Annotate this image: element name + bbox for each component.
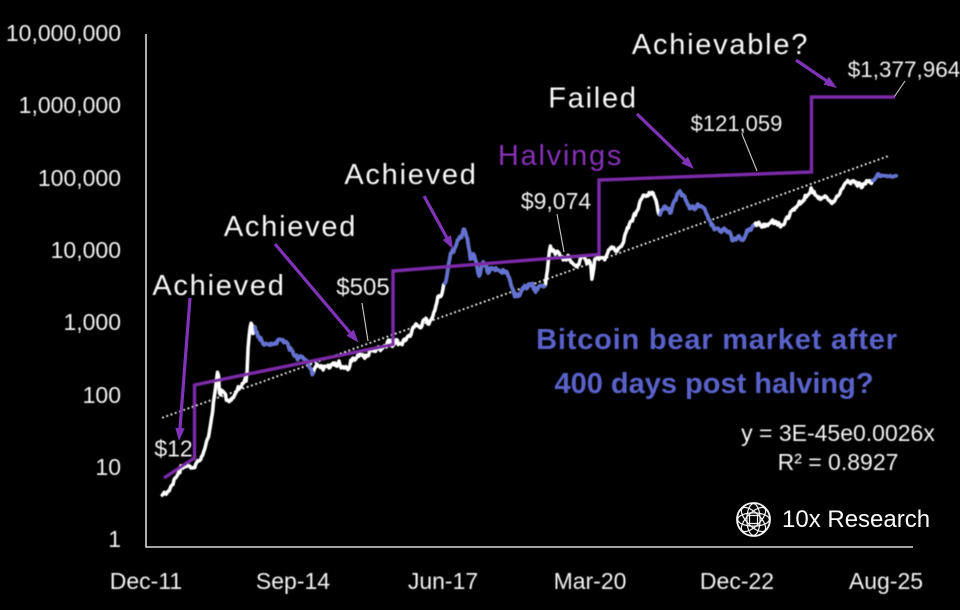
svg-text:Dec-11: Dec-11 [110,568,182,594]
svg-text:Dec-22: Dec-22 [700,568,774,594]
svg-text:10,000: 10,000 [51,237,121,263]
svg-text:Sep-14: Sep-14 [256,568,330,594]
svg-text:Achieved: Achieved [152,270,285,302]
svg-text:Halvings: Halvings [498,140,623,172]
svg-text:400 days post halving?: 400 days post halving? [554,368,873,400]
svg-text:$1,377,964: $1,377,964 [848,57,960,82]
svg-text:10: 10 [95,454,121,480]
svg-text:Achieved: Achieved [224,211,357,243]
svg-text:Bitcoin bear market after: Bitcoin bear market after [536,324,898,356]
svg-text:$505: $505 [336,274,389,301]
svg-text:$121,059: $121,059 [691,111,783,136]
svg-text:10,000,000: 10,000,000 [6,20,121,46]
svg-text:Mar-20: Mar-20 [554,568,627,594]
svg-text:Achieved: Achieved [344,159,477,191]
svg-text:y = 3E-45e0.0026x: y = 3E-45e0.0026x [741,420,935,446]
svg-text:$12: $12 [154,436,192,462]
svg-text:100,000: 100,000 [38,165,121,191]
svg-text:100: 100 [83,382,121,408]
svg-text:1,000: 1,000 [63,309,121,335]
svg-text:Aug-25: Aug-25 [849,568,923,594]
svg-text:1: 1 [108,526,121,552]
svg-text:R² = 0.8927: R² = 0.8927 [778,449,899,475]
svg-text:$9,074: $9,074 [521,188,592,214]
svg-text:1,000,000: 1,000,000 [19,92,121,118]
svg-text:10x Research: 10x Research [782,506,930,533]
svg-text:Failed: Failed [548,83,638,115]
svg-text:Achievable?: Achievable? [632,29,809,61]
svg-text:Jun-17: Jun-17 [408,568,478,594]
